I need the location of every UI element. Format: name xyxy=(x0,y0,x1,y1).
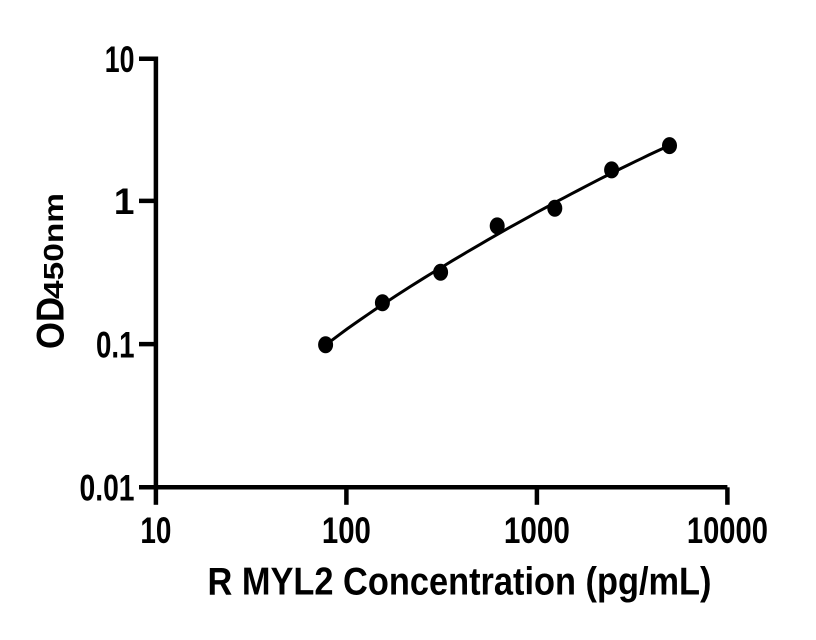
svg-text:10000: 10000 xyxy=(687,510,768,551)
svg-text:R MYL2 Concentration (pg/mL): R MYL2 Concentration (pg/mL) xyxy=(208,561,712,604)
svg-text:0.1: 0.1 xyxy=(96,324,135,365)
svg-text:1: 1 xyxy=(114,181,135,222)
svg-text:10: 10 xyxy=(140,510,171,551)
svg-text:1000: 1000 xyxy=(504,510,570,551)
svg-text:OD: OD xyxy=(29,297,72,349)
svg-text:10: 10 xyxy=(105,39,135,80)
svg-text:0.01: 0.01 xyxy=(80,468,135,509)
svg-text:100: 100 xyxy=(322,510,371,551)
svg-text:450nm: 450nm xyxy=(38,193,69,299)
